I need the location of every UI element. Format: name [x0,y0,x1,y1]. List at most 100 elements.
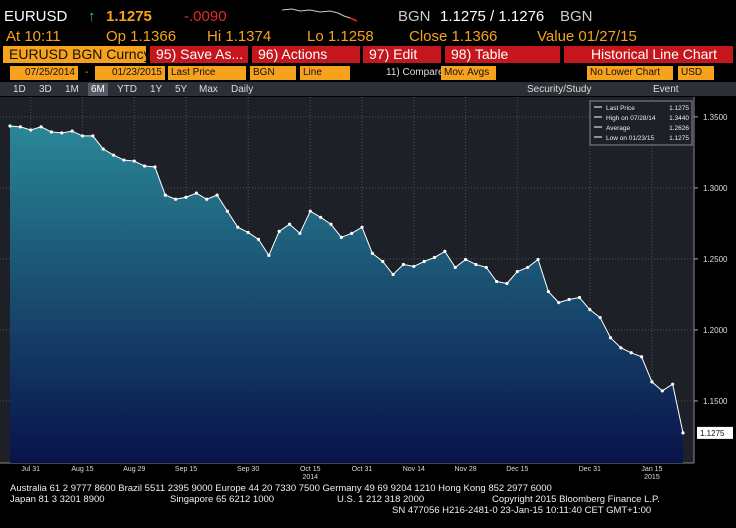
source[interactable]: BGN [250,66,296,80]
point [8,124,12,128]
point [608,336,613,340]
period[interactable]: 3D [39,84,52,95]
button[interactable]: 98) Table [445,46,560,63]
point [215,193,219,197]
point [246,230,250,235]
point [277,229,281,233]
x-tick-label: Aug 15 [71,466,93,473]
point [80,134,85,138]
event[interactable]: Event [653,84,679,95]
legend-value: 1.3440 [669,115,689,122]
last-price-tag [697,426,733,439]
point [339,235,343,239]
point [567,297,571,302]
chart: 1.1500 1.2000 1.2500 1.3000 1.3500 Jul 31 Aug … [0,97,733,479]
point [391,272,395,277]
point [39,125,43,129]
point [174,197,178,201]
dash: - [85,67,89,78]
y-tick-label: 1.3000 [703,184,728,193]
year-label: 2015 [644,474,660,479]
point [132,159,136,163]
point [671,382,675,386]
last-price-label: 1.1275 [700,429,725,438]
point [432,255,437,260]
point [49,130,54,134]
footer: Australia 61 2 9777 8600 Brazil 5511 239… [10,483,552,494]
legend-label: High on 07/28/14 [606,115,656,122]
x-tick-label: Dec 15 [506,466,528,473]
point [60,131,64,135]
time: At 10:11 [6,28,61,45]
point [70,129,74,133]
point [495,279,499,284]
high: Hi 1.1374 [207,28,272,45]
legend-label: Low on 01/23/15 [606,135,654,142]
start-date[interactable]: 07/25/2014 [10,66,78,80]
point [536,257,540,262]
currency[interactable]: USD [678,66,714,80]
point [111,153,116,157]
security-box[interactable]: EURUSD BGN Curncy [3,46,151,63]
point [256,237,261,241]
style[interactable]: Line [300,66,350,80]
point [463,257,468,262]
line [9,125,684,433]
low: Lo 1.1258 [307,28,374,45]
footer: Copyright 2015 Bloomberg Finance L.P. [492,494,660,505]
point [505,281,509,286]
point [350,231,354,235]
point [453,265,457,270]
period[interactable]: Max [199,84,218,95]
period[interactable]: 1M [65,84,79,95]
point [681,431,685,435]
legend-value: 1.1275 [669,135,689,142]
study[interactable]: Security/Study [527,84,592,95]
y-tick-label: 1.1500 [703,397,728,406]
studies[interactable]: Mov. Avgs [441,66,496,80]
point [225,209,230,213]
point [184,195,188,199]
open: Op 1.1366 [106,28,177,45]
point [588,308,592,312]
point [515,269,519,274]
point [194,191,198,195]
compare[interactable]: 11) Compare [386,67,444,78]
point [267,253,271,257]
point [401,262,406,267]
point [308,209,312,213]
frequency[interactable]: Daily [231,84,254,95]
lower-chart[interactable]: No Lower Chart [587,66,673,80]
point [18,125,22,129]
x-tick-label: Oct 31 [352,466,373,473]
point [91,134,95,138]
point [484,265,488,270]
x-tick-label: Nov 14 [403,466,425,473]
period[interactable]: 5Y [175,84,188,95]
button[interactable]: 97) Edit [363,46,441,63]
x-tick-label: Aug 29 [123,466,145,473]
x-tick-label: Jul 31 [21,466,40,473]
point [619,346,623,350]
point [629,351,633,355]
button[interactable]: 95) Save As... [150,46,248,63]
button[interactable]: 96) Actions [252,46,360,63]
end-date[interactable]: 01/23/2015 [95,66,165,80]
period[interactable]: 1Y [150,84,163,95]
x-tick-label: Nov 28 [454,466,476,473]
point [443,249,447,253]
point [205,197,209,201]
chart-name[interactable]: Historical Line Chart [564,46,733,63]
point [122,158,126,162]
point [153,165,157,169]
point [598,315,602,320]
period[interactable]: 1D [13,84,26,95]
point [650,380,654,384]
area [10,125,683,463]
period[interactable]: 6M [88,83,108,96]
period[interactable]: YTD [117,84,137,95]
field[interactable]: Last Price [168,66,246,80]
x-tick-label: Sep 15 [175,466,197,473]
point [381,259,385,264]
footer: U.S. 1 212 318 2000 [337,494,425,505]
